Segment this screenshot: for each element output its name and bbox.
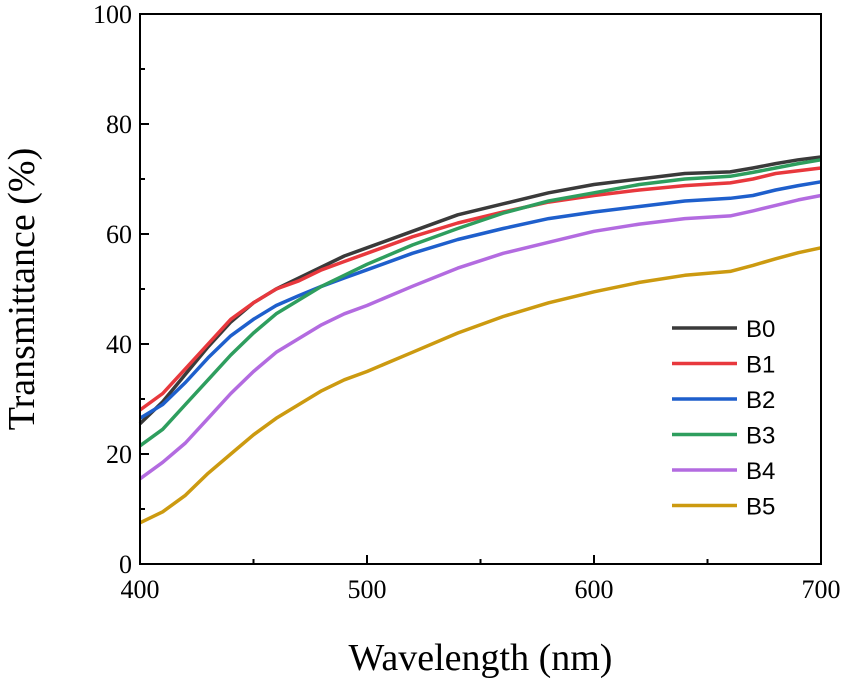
series-line-b5	[140, 248, 821, 523]
y-tick-label: 80	[106, 110, 132, 139]
series-line-b1	[140, 168, 821, 410]
x-tick-label: 700	[802, 575, 841, 604]
y-tick-label: 20	[106, 440, 132, 469]
x-tick-label: 500	[348, 575, 387, 604]
x-axis-title: Wavelength (nm)	[349, 637, 613, 679]
legend-label-b0: B0	[746, 316, 775, 343]
legend-label-b3: B3	[746, 423, 775, 450]
legend-label-b5: B5	[746, 494, 775, 521]
plot-frame	[140, 14, 821, 564]
legend: B0 B1 B2 B3 B4 B5	[672, 316, 775, 521]
legend-label-b2: B2	[746, 387, 775, 414]
series-line-b3	[140, 160, 821, 446]
y-tick-label: 60	[106, 220, 132, 249]
series-line-b4	[140, 196, 821, 479]
legend-label-b4: B4	[746, 458, 775, 485]
y-axis-title: Transmittance (%)	[1, 148, 43, 430]
transmittance-chart: 400 500 600 700 0 20 40 60 80 100 Wavelength (nm)…	[0, 0, 850, 682]
y-tick-label: 40	[106, 330, 132, 359]
plot-layer	[140, 157, 821, 523]
axes-layer: 400 500 600 700 0 20 40 60 80 100	[93, 0, 841, 604]
x-tick-label: 400	[121, 575, 160, 604]
y-tick-label: 0	[119, 550, 132, 579]
legend-label-b1: B1	[746, 352, 775, 379]
x-tick-label: 600	[575, 575, 614, 604]
y-tick-label: 100	[93, 0, 132, 29]
